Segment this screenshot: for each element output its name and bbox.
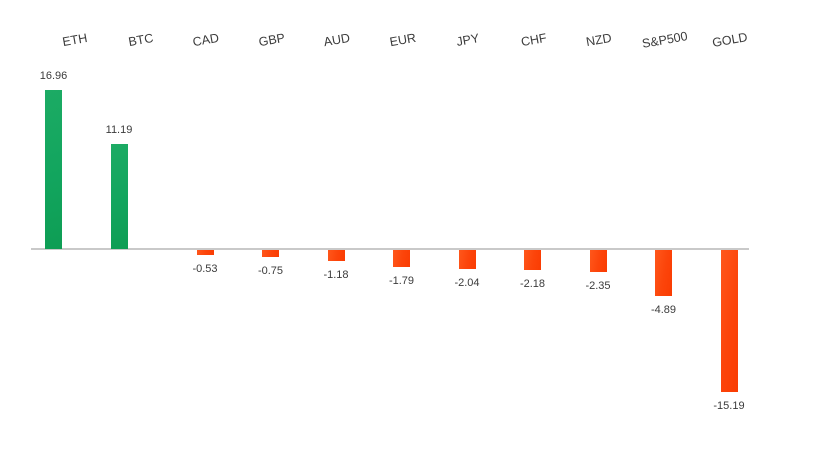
value-label-eur: -1.79 bbox=[388, 274, 415, 287]
value-label-eth: 16.96 bbox=[39, 70, 68, 83]
bar-chf bbox=[524, 250, 541, 271]
value-label-aud: -1.18 bbox=[323, 269, 349, 282]
bar-sp500 bbox=[655, 250, 672, 296]
value-label-gbp: -0.75 bbox=[257, 265, 284, 278]
value-label-jpy: -2.04 bbox=[454, 277, 480, 290]
bar-nzd bbox=[589, 250, 607, 272]
bar-eur bbox=[393, 250, 410, 267]
bar-gbp bbox=[262, 250, 279, 258]
x-axis-baseline bbox=[31, 248, 749, 250]
bar-aud bbox=[327, 250, 345, 262]
value-label-nzd: -2.35 bbox=[585, 279, 611, 292]
value-label-cad: -0.53 bbox=[192, 262, 218, 275]
value-label-chf: -2.18 bbox=[519, 278, 546, 291]
bar-btc bbox=[110, 144, 128, 249]
bar-cad bbox=[196, 250, 214, 255]
bar-eth bbox=[45, 90, 62, 249]
bar-jpy bbox=[458, 250, 476, 270]
value-label-btc: 11.19 bbox=[105, 124, 133, 137]
bar-gold bbox=[720, 250, 738, 393]
value-label-sp500: -4.89 bbox=[650, 303, 677, 316]
value-label-gold: -15.19 bbox=[713, 400, 745, 413]
